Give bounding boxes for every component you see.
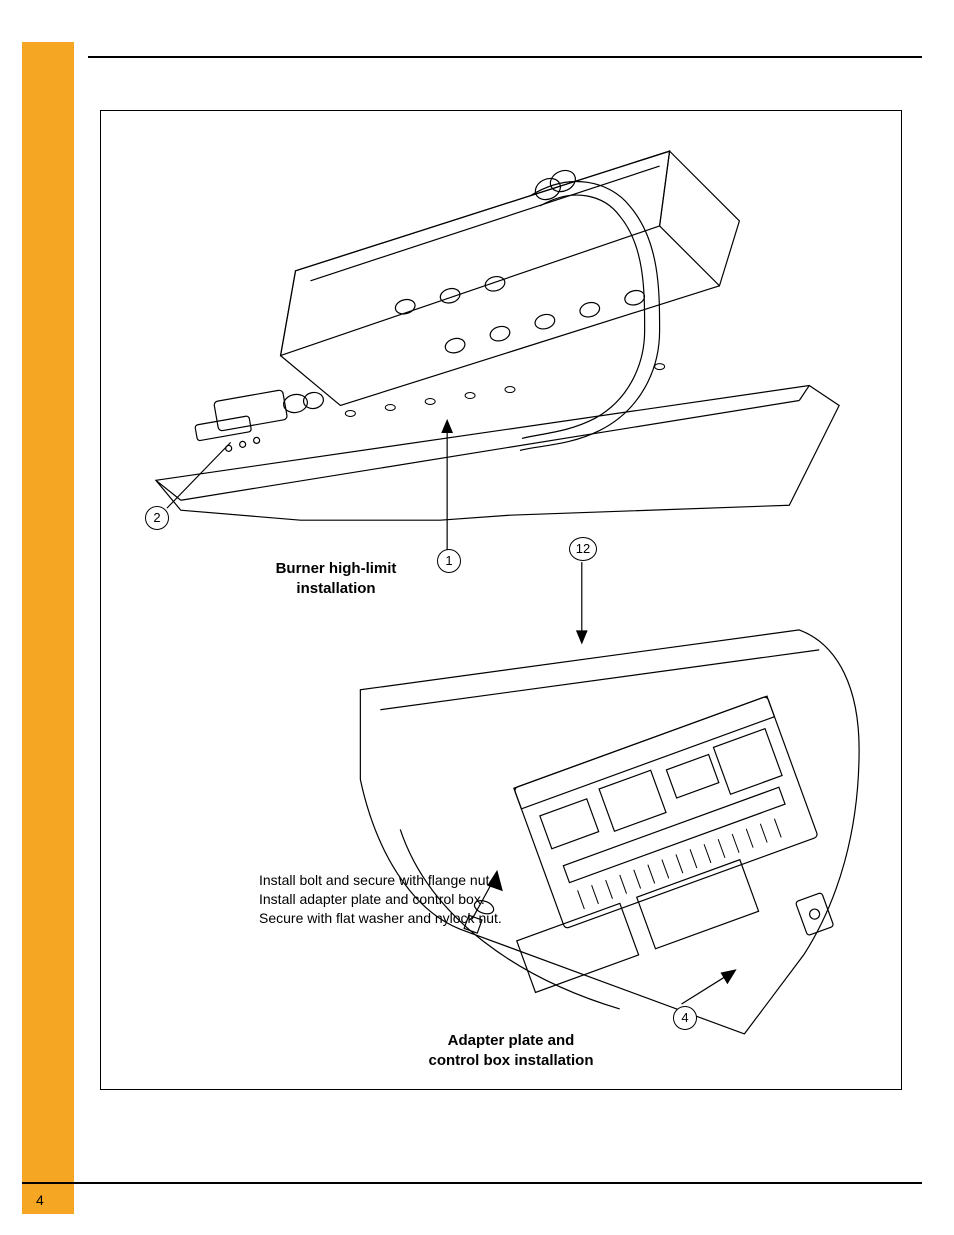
page-number: 4 (36, 1192, 44, 1208)
accent-sidebar (22, 42, 74, 1214)
lower-caption: Adapter plate and control box installati… (411, 1031, 611, 1070)
upper-caption-line1: Burner high-limit (276, 560, 397, 577)
figure-svg (101, 111, 901, 1089)
lower-caption-line2: control box installation (428, 1052, 593, 1069)
upper-caption: Burner high-limit installation (241, 559, 431, 598)
callout-4-label: 4 (673, 1006, 697, 1030)
upper-caption-line2: installation (296, 580, 375, 597)
instruction-text: Install bolt and secure with flange nut.… (259, 871, 549, 928)
figure-frame: Burner high-limit installation Adapter p… (100, 110, 902, 1090)
callout-12: 12 (569, 537, 597, 561)
instruction-line3: Secure with flat washer and nylock nut. (259, 910, 502, 926)
bottom-divider (22, 1182, 922, 1184)
callout-1: 1 (437, 549, 461, 573)
instruction-line1: Install bolt and secure with flange nut. (259, 872, 493, 888)
callout-1-label: 1 (437, 549, 461, 573)
callout-12-label: 12 (569, 537, 597, 561)
top-divider (88, 56, 922, 58)
instruction-line2: Install adapter plate and control box. (259, 891, 485, 907)
callout-2: 2 (145, 506, 169, 530)
lower-caption-line1: Adapter plate and (448, 1032, 575, 1049)
callout-4: 4 (673, 1006, 697, 1030)
page-container: Burner high-limit installation Adapter p… (0, 0, 954, 1235)
callout-2-label: 2 (145, 506, 169, 530)
